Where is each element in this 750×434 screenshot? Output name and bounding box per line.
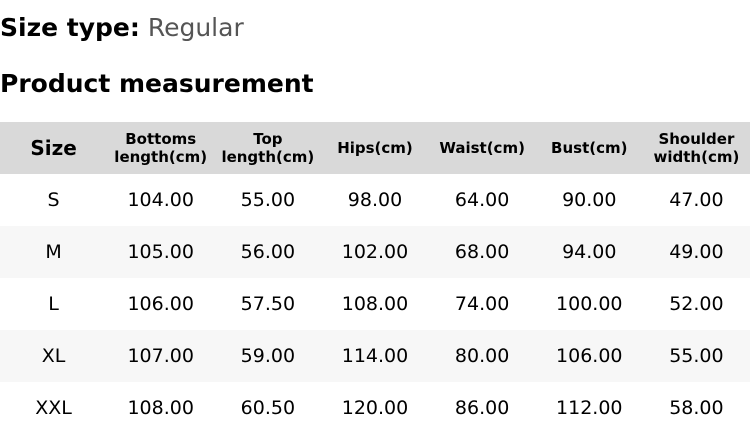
table-cell: 55.00 xyxy=(642,330,750,382)
measurement-table: Size Bottoms length(cm) Top length(cm) Hips… xyxy=(0,122,750,434)
table-cell: 114.00 xyxy=(321,330,429,382)
table-cell: 90.00 xyxy=(562,189,617,211)
table-cell: 108.00 xyxy=(341,293,409,315)
table-row: L 106.00 57.50 108.00 74.00 100.00 52.00 xyxy=(0,278,750,330)
size-type-value: Regular xyxy=(147,13,244,42)
table-row: XL 107.00 59.00 114.00 80.00 106.00 55.00 xyxy=(0,330,750,382)
table-cell: S xyxy=(47,189,60,211)
table-cell: 60.50 xyxy=(240,397,296,419)
table-cell: 102.00 xyxy=(321,226,429,278)
table-cell: 112.00 xyxy=(556,397,623,419)
column-header: Shoulder width(cm) xyxy=(642,122,750,174)
table-cell: 58.00 xyxy=(669,397,724,419)
table-cell: 56.00 xyxy=(214,226,322,278)
header-row: Size Bottoms length(cm) Top length(cm) Hips… xyxy=(0,122,750,174)
column-header: Bust(cm) xyxy=(535,122,643,174)
table-cell: 108.00 xyxy=(127,397,194,419)
table-cell: XXL xyxy=(35,397,72,419)
size-type: Size type: Regular xyxy=(0,12,244,44)
table-cell: 106.00 xyxy=(127,293,194,315)
table-cell: XL xyxy=(0,330,108,382)
table-row: XXL 108.00 60.50 120.00 86.00 112.00 58.00 xyxy=(0,382,750,434)
table-cell: 74.00 xyxy=(454,293,510,315)
column-header: Bottoms length(cm) xyxy=(107,122,215,174)
table-cell: 64.00 xyxy=(454,189,510,211)
table-cell: 55.00 xyxy=(240,189,296,211)
table-cell: L xyxy=(48,293,59,315)
column-header: Hips(cm) xyxy=(321,122,429,174)
table-cell: 104.00 xyxy=(127,189,194,211)
table-row: M 105.00 56.00 102.00 68.00 94.00 49.00 xyxy=(0,226,750,278)
column-header: Size xyxy=(0,122,108,174)
table-cell: 100.00 xyxy=(556,293,623,315)
table-cell: 57.50 xyxy=(240,293,296,315)
table-cell: 106.00 xyxy=(535,330,643,382)
table-cell: 98.00 xyxy=(347,189,403,211)
table-cell: 105.00 xyxy=(107,226,215,278)
table-cell: 107.00 xyxy=(107,330,215,382)
table-cell: 49.00 xyxy=(642,226,750,278)
section-title: Product measurement xyxy=(0,69,314,98)
table-cell: M xyxy=(0,226,108,278)
column-header: Top length(cm) xyxy=(214,122,322,174)
table-cell: 68.00 xyxy=(428,226,536,278)
table-cell: 80.00 xyxy=(428,330,536,382)
size-type-label: Size type: xyxy=(0,13,140,42)
table-cell: 120.00 xyxy=(341,397,409,419)
table-cell: 86.00 xyxy=(454,397,510,419)
column-header: Waist(cm) xyxy=(428,122,536,174)
table-cell: 47.00 xyxy=(669,189,724,211)
table-cell: 59.00 xyxy=(214,330,322,382)
table-row: S 104.00 55.00 98.00 64.00 90.00 47.00 xyxy=(0,174,750,226)
table-cell: 52.00 xyxy=(669,293,724,315)
table-cell: 94.00 xyxy=(535,226,643,278)
